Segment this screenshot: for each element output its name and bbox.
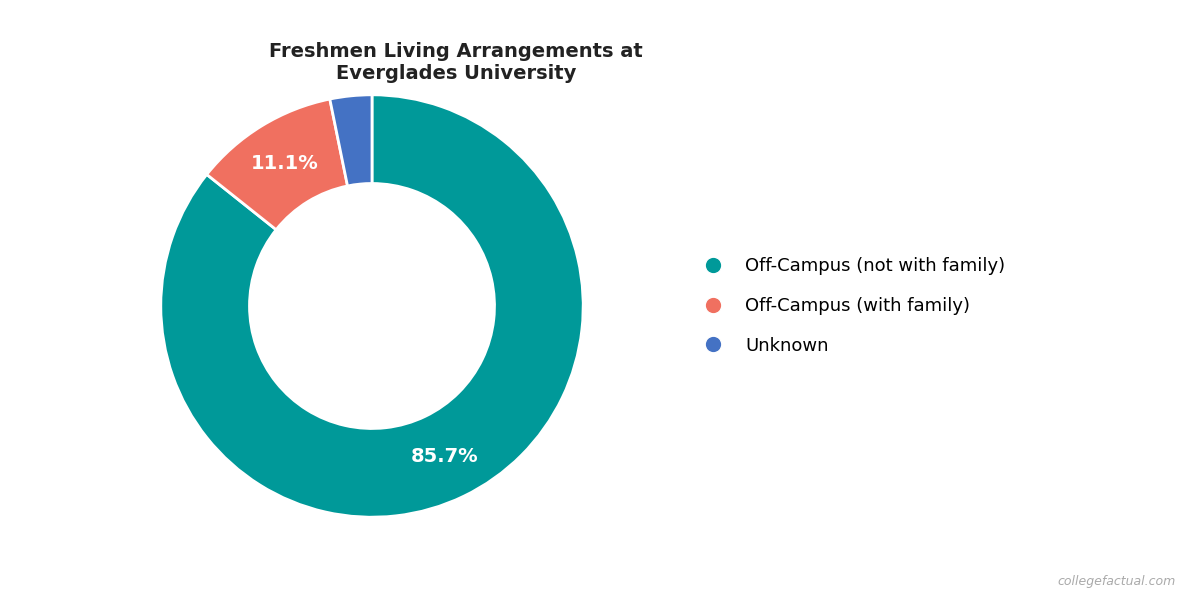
- Legend: Off-Campus (not with family), Off-Campus (with family), Unknown: Off-Campus (not with family), Off-Campus…: [688, 250, 1013, 362]
- Text: Freshmen Living Arrangements at
Everglades University: Freshmen Living Arrangements at Everglad…: [269, 42, 643, 83]
- Wedge shape: [206, 99, 348, 230]
- Wedge shape: [161, 95, 583, 517]
- Text: collegefactual.com: collegefactual.com: [1057, 575, 1176, 588]
- Text: 11.1%: 11.1%: [251, 154, 319, 173]
- Text: 85.7%: 85.7%: [410, 447, 479, 466]
- Wedge shape: [330, 95, 372, 186]
